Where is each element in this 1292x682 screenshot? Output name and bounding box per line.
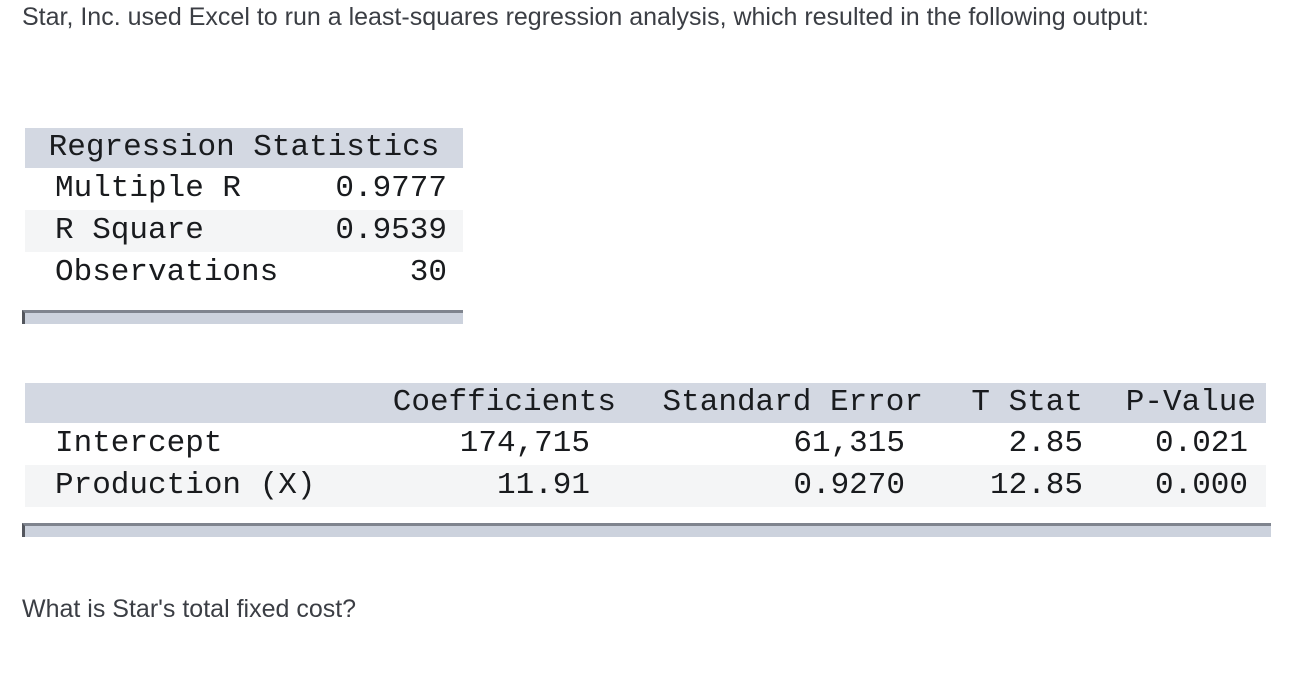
row-label-intercept: Intercept — [55, 426, 223, 461]
table-row: Observations 30 — [25, 252, 463, 294]
stat-label-r-square: R Square — [55, 213, 204, 248]
column-header-t-stat: T Stat — [971, 385, 1083, 420]
coefficients-table: Coefficients Standard Error T Stat P-Val… — [25, 383, 1266, 507]
row-label-production-x: Production (X) — [55, 468, 316, 503]
stat-value-r-square: 0.9539 — [335, 213, 447, 248]
table-header-row: Coefficients Standard Error T Stat P-Val… — [25, 383, 1266, 423]
stat-label-observations: Observations — [55, 255, 279, 290]
table-row-intercept: Intercept 174,715 61,315 2.85 0.021 — [25, 423, 1266, 465]
table-row: Multiple R 0.9777 — [25, 168, 463, 210]
intercept-t-stat: 2.85 — [1008, 426, 1083, 461]
column-header-standard-error: Standard Error — [662, 385, 923, 420]
intercept-coefficient: 174,715 — [459, 426, 590, 461]
horizontal-scrollbar[interactable] — [22, 523, 1271, 537]
stat-value-observations: 30 — [409, 255, 447, 290]
column-header-p-value: P-Value — [1125, 385, 1256, 420]
production-coefficient: 11.91 — [496, 468, 590, 503]
production-p-value: 0.000 — [1154, 468, 1248, 503]
intercept-p-value: 0.021 — [1154, 426, 1248, 461]
column-header-coefficients: Coefficients — [392, 385, 616, 420]
stat-label-multiple-r: Multiple R — [55, 171, 242, 206]
regression-statistics-table: Regression Statistics Multiple R 0.9777 … — [25, 128, 463, 294]
table-row-production-x: Production (X) 11.91 0.9270 12.85 0.000 — [25, 465, 1266, 507]
stat-value-multiple-r: 0.9777 — [335, 171, 447, 206]
production-standard-error: 0.9270 — [793, 468, 905, 503]
horizontal-scrollbar[interactable] — [22, 310, 463, 324]
regression-statistics-title: Regression Statistics — [25, 128, 463, 168]
question-text: What is Star's total fixed cost? — [22, 595, 357, 623]
question-intro-text: Star, Inc. used Excel to run a least-squ… — [22, 3, 1149, 31]
table-row: R Square 0.9539 — [25, 210, 463, 252]
production-t-stat: 12.85 — [989, 468, 1083, 503]
column-header-label — [25, 383, 391, 423]
intercept-standard-error: 61,315 — [793, 426, 905, 461]
